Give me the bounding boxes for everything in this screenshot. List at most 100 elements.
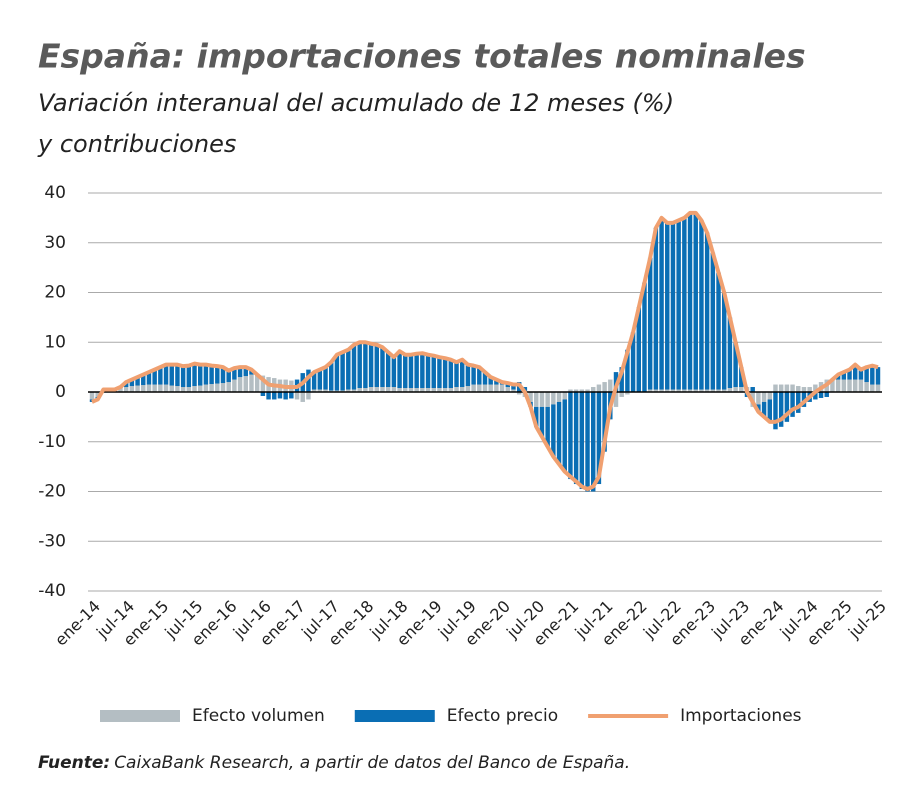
chart-subtitle: Variación interanual del acumulado de 12… xyxy=(38,89,674,117)
bar xyxy=(499,384,505,392)
bar xyxy=(226,370,231,383)
bar xyxy=(858,379,864,392)
bar xyxy=(665,389,670,392)
bar xyxy=(841,372,847,380)
bar xyxy=(761,401,767,417)
bar xyxy=(505,387,511,392)
bar xyxy=(243,376,249,392)
bar xyxy=(323,367,328,390)
bar xyxy=(266,392,271,400)
bar xyxy=(380,387,385,392)
bar xyxy=(784,384,790,392)
bar xyxy=(545,392,550,407)
source-label: Fuente: xyxy=(38,753,110,773)
bar xyxy=(579,392,585,490)
bar xyxy=(778,384,784,392)
bar xyxy=(459,387,465,392)
y-tick-label: 30 xyxy=(44,233,66,253)
bar xyxy=(636,307,642,392)
bar xyxy=(180,387,186,392)
bar xyxy=(175,364,180,387)
bar xyxy=(465,386,471,392)
bar xyxy=(710,389,716,392)
bar xyxy=(773,392,778,430)
bar xyxy=(830,379,835,392)
bar xyxy=(625,392,630,395)
bar xyxy=(95,392,100,397)
bar xyxy=(659,389,664,392)
x-tick-label: ene-14 xyxy=(51,597,104,650)
bar xyxy=(687,389,693,392)
bar xyxy=(539,406,545,437)
y-tick-label: -40 xyxy=(38,581,66,601)
bar xyxy=(397,388,402,392)
bar xyxy=(374,387,380,392)
bar xyxy=(670,389,676,392)
bar xyxy=(385,387,391,392)
bar xyxy=(716,272,721,390)
bar xyxy=(608,379,613,392)
bar xyxy=(141,385,146,392)
bar xyxy=(784,392,790,422)
bar xyxy=(374,344,380,388)
bar xyxy=(824,392,829,397)
legend-label: Efecto volumen xyxy=(192,706,325,726)
bar xyxy=(756,392,761,405)
bar xyxy=(699,220,704,390)
bar xyxy=(454,362,459,388)
bar xyxy=(676,220,681,390)
bar xyxy=(835,379,841,392)
y-tick-label: 10 xyxy=(44,332,66,352)
y-tick-label: 20 xyxy=(44,283,66,303)
bar xyxy=(511,389,516,392)
bar xyxy=(420,353,425,389)
bar xyxy=(790,392,795,417)
bar xyxy=(573,389,579,392)
bar xyxy=(870,384,875,392)
bar xyxy=(300,392,305,402)
bar xyxy=(539,392,545,407)
bar xyxy=(237,377,243,392)
chart-subtitle: y contribuciones xyxy=(37,130,236,158)
bar xyxy=(431,388,436,392)
bar xyxy=(796,386,801,392)
bar xyxy=(733,387,738,392)
bar xyxy=(613,392,619,407)
bar xyxy=(385,352,391,388)
bar xyxy=(158,384,163,392)
bar xyxy=(163,384,169,392)
bar xyxy=(659,217,664,390)
bar xyxy=(254,374,260,392)
bar xyxy=(146,384,152,392)
bar xyxy=(243,367,249,377)
bar xyxy=(152,369,157,385)
bar xyxy=(647,389,653,392)
bar xyxy=(403,388,408,392)
bar xyxy=(192,386,197,392)
bar xyxy=(215,366,220,384)
bar xyxy=(158,367,163,385)
bar xyxy=(328,362,334,391)
bar xyxy=(590,387,596,392)
bar xyxy=(448,359,454,389)
bar xyxy=(368,387,374,392)
bar xyxy=(477,367,482,385)
bar xyxy=(454,387,459,392)
bar xyxy=(351,389,357,392)
bar xyxy=(494,384,499,392)
bar xyxy=(260,375,266,392)
bar xyxy=(408,388,414,392)
bar xyxy=(710,252,716,390)
bar xyxy=(642,282,647,392)
bar xyxy=(687,212,693,390)
bar xyxy=(716,389,721,392)
bar xyxy=(311,372,317,390)
bar xyxy=(551,404,556,457)
bar xyxy=(197,385,203,392)
bar xyxy=(670,222,676,390)
bar xyxy=(197,364,203,386)
bar xyxy=(232,379,237,392)
bar xyxy=(568,392,573,480)
bar xyxy=(482,372,488,385)
